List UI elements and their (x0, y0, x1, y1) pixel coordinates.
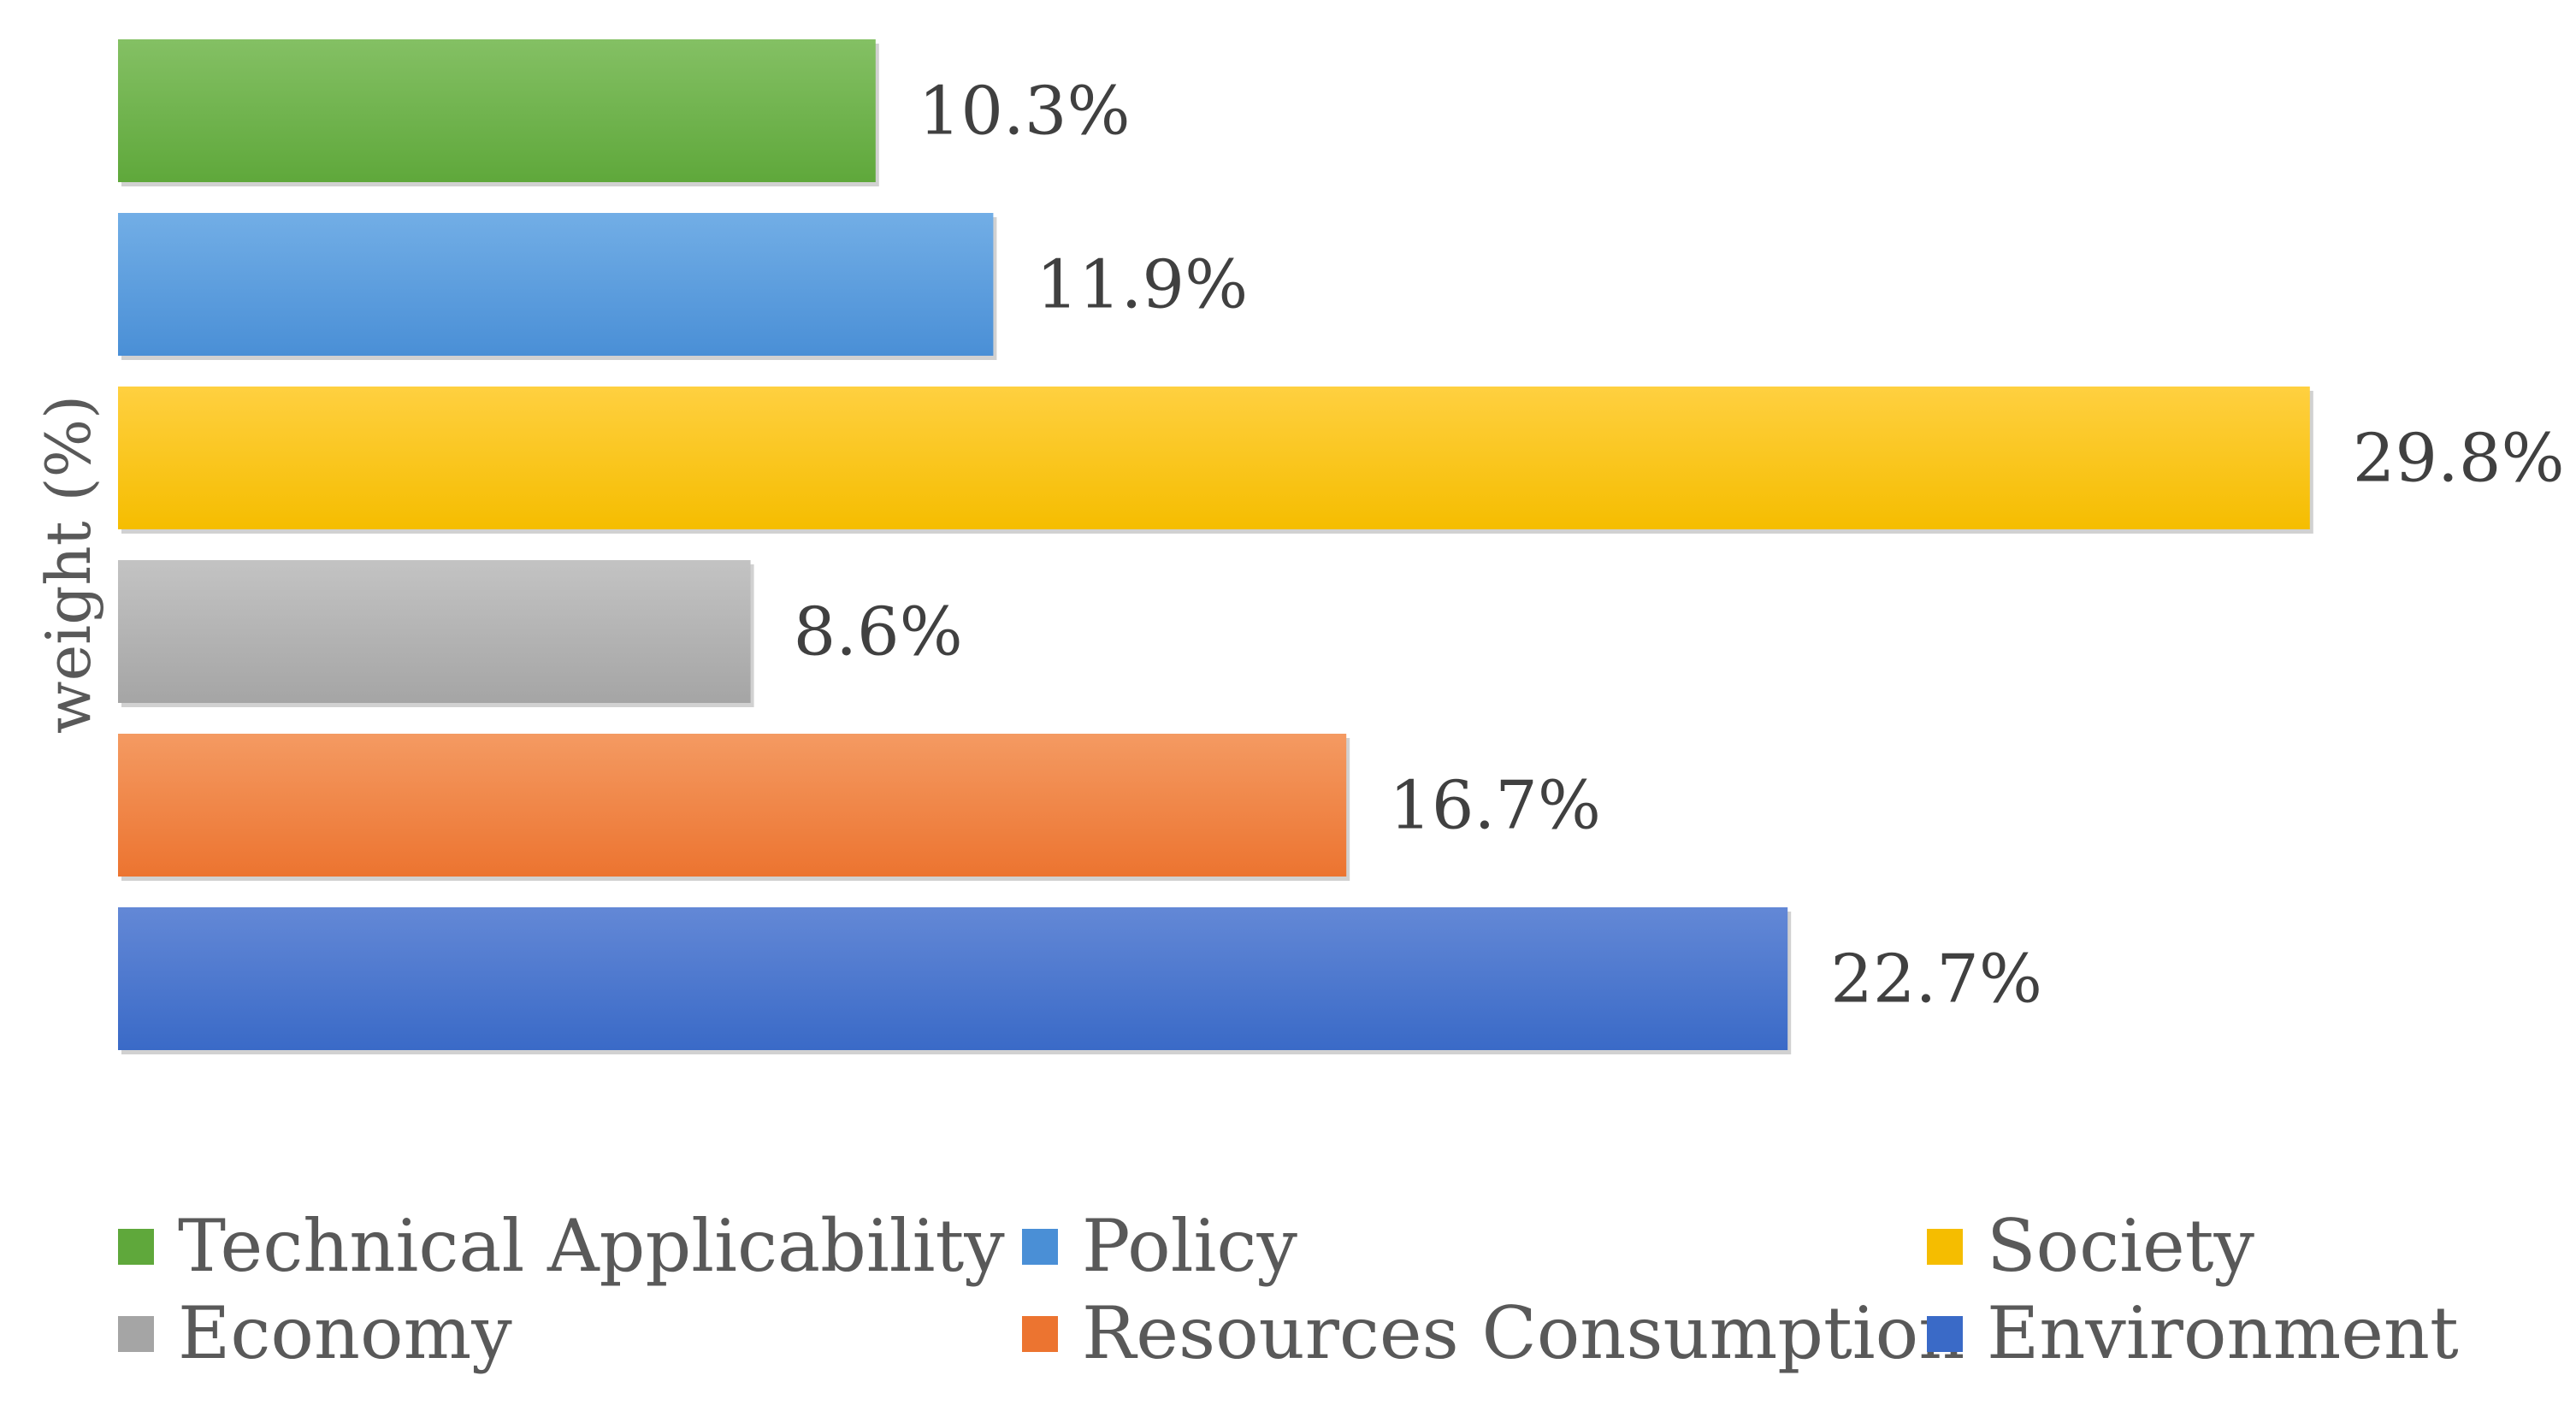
bar-economy (118, 560, 751, 703)
bar-environment (118, 907, 1788, 1050)
legend-item-economy: Economy (118, 1291, 512, 1375)
legend-item-environment: Environment (1927, 1291, 2459, 1375)
value-label-resources-consumption: 16.7% (1389, 768, 1601, 845)
legend-item-resources-consumption: Resources Consumption (1022, 1291, 1964, 1375)
value-labels: 10.3% 11.9% 29.8% 8.6% 16.7% 22.7% (794, 74, 2565, 1018)
legend-label-environment: Environment (1987, 1291, 2459, 1375)
legend-swatch-society (1927, 1229, 1963, 1265)
bar-society (118, 387, 2310, 529)
legend-swatch-environment (1927, 1316, 1963, 1352)
bar-technical-applicability (118, 39, 876, 182)
legend-label-economy: Economy (178, 1291, 512, 1375)
legend-item-policy: Policy (1022, 1204, 1297, 1288)
legend-label-technical-applicability: Technical Applicability (178, 1204, 1005, 1288)
legend-swatch-resources-consumption (1022, 1316, 1058, 1352)
legend-item-society: Society (1927, 1204, 2254, 1288)
bar-policy (118, 213, 994, 356)
legend-swatch-technical-applicability (118, 1229, 154, 1265)
value-label-policy: 11.9% (1036, 247, 1248, 324)
value-label-technical-applicability: 10.3% (919, 74, 1131, 151)
y-axis-label: weight (%) (32, 395, 104, 734)
bar-resources-consumption (118, 734, 1347, 877)
legend-swatch-economy (118, 1316, 154, 1352)
legend-label-policy: Policy (1082, 1204, 1297, 1288)
value-label-economy: 8.6% (794, 594, 963, 671)
legend-swatch-policy (1022, 1229, 1058, 1265)
bars (118, 39, 2313, 1054)
value-label-society: 29.8% (2353, 421, 2565, 498)
legend: Technical Applicability Policy Society Econ… (118, 1204, 2459, 1375)
legend-item-technical-applicability: Technical Applicability (118, 1204, 1005, 1288)
legend-label-society: Society (1987, 1204, 2254, 1288)
value-label-environment: 22.7% (1830, 942, 2042, 1018)
legend-label-resources-consumption: Resources Consumption (1082, 1291, 1964, 1375)
